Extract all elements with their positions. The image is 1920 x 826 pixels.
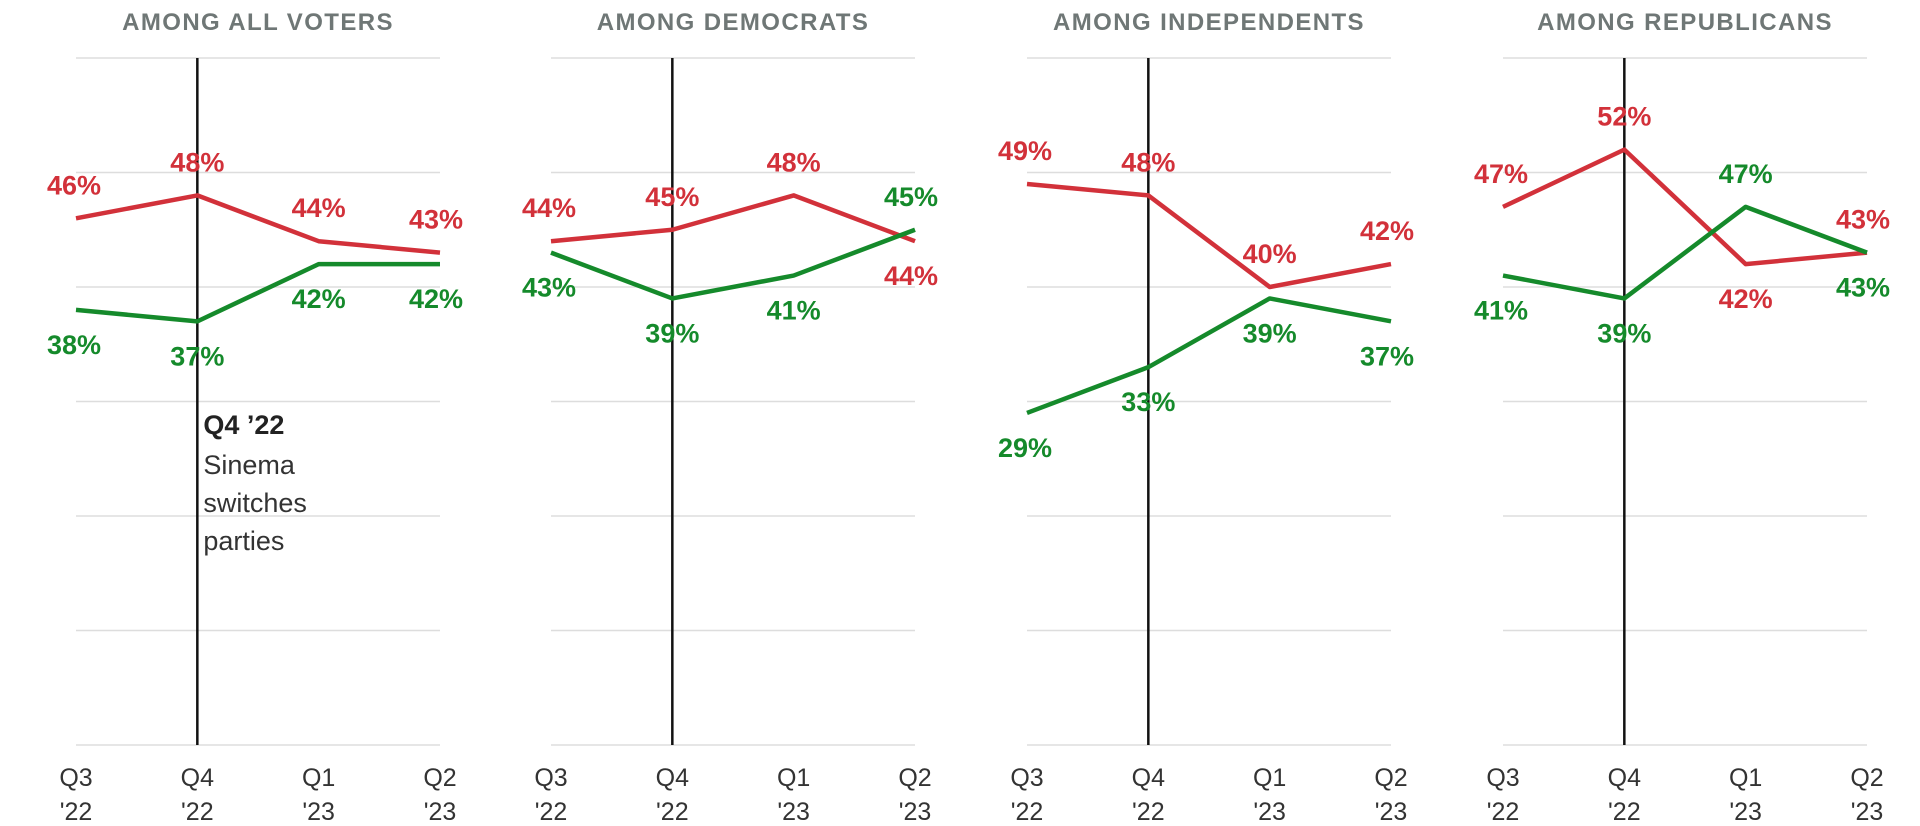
green-series-line (75, 261, 440, 324)
x-tick-label: Q3 (1486, 764, 1519, 792)
data-label: 47% (1474, 159, 1528, 189)
red-series-line (1502, 147, 1868, 267)
data-label: 46% (47, 170, 101, 200)
data-label: 49% (998, 136, 1052, 166)
x-tick-label: Q4 (1132, 764, 1165, 792)
chart-panel-3: AMONG INDEPENDENTS 49% 48% 40% 42% 29% 33% 39% 3… (998, 9, 1414, 826)
data-label: 40% (1243, 239, 1297, 269)
x-tick-label: '22 (656, 798, 689, 826)
panel-title: AMONG REPUBLICANS (1537, 9, 1833, 36)
x-tick-label: Q2 (423, 764, 456, 792)
x-tick-label: '22 (1132, 798, 1165, 826)
data-label: 45% (884, 182, 938, 212)
data-label: 48% (1121, 147, 1175, 177)
x-tick-label: Q4 (1608, 764, 1641, 792)
x-tick-label: Q3 (534, 764, 567, 792)
x-tick-label: Q1 (777, 764, 810, 792)
x-tick-label: Q1 (302, 764, 335, 792)
data-label: 48% (170, 147, 224, 177)
x-tick-label: '23 (424, 798, 457, 826)
x-tick-label: '23 (1729, 798, 1762, 826)
annotation-text: Sinema (203, 450, 296, 480)
data-label: 44% (884, 261, 938, 291)
chart-panel-4: AMONG REPUBLICANS 47% 52% 42% 43% 41% 39% 47% 43… (1474, 9, 1890, 826)
panel-title: AMONG INDEPENDENTS (1053, 9, 1365, 36)
x-tick-label: '22 (1608, 798, 1641, 826)
x-tick-label: Q2 (1374, 764, 1407, 792)
x-tick-label: '23 (1851, 798, 1884, 826)
x-tick-label: '23 (899, 798, 932, 826)
data-label: 42% (292, 284, 346, 314)
data-label: 29% (998, 433, 1052, 463)
annotation-text: parties (203, 526, 284, 556)
red-series-line (1026, 181, 1392, 290)
data-label: 37% (1360, 341, 1414, 371)
panel-title: AMONG DEMOCRATS (597, 9, 870, 36)
data-label: 43% (1836, 205, 1890, 235)
data-label: 39% (1597, 318, 1651, 348)
x-tick-label: Q4 (181, 764, 214, 792)
red-series-line (75, 193, 441, 255)
data-label: 43% (1836, 273, 1890, 303)
data-label: 33% (1121, 387, 1175, 417)
data-label: 43% (409, 205, 463, 235)
data-label: 43% (522, 273, 576, 303)
data-label: 39% (1243, 318, 1297, 348)
x-tick-label: Q1 (1729, 764, 1762, 792)
x-tick-label: Q4 (656, 764, 689, 792)
chart-panel-1: AMONG ALL VOTERS 46% 48% 44% 43% 38% 37% 42% 42%… (47, 9, 463, 826)
red-series-line (550, 193, 916, 244)
x-tick-label: '22 (181, 798, 214, 826)
data-label: 47% (1719, 159, 1773, 189)
x-tick-label: '22 (1487, 798, 1520, 826)
green-series-line (1502, 204, 1868, 301)
x-tick-label: Q1 (1253, 764, 1286, 792)
x-tick-label: '22 (1011, 798, 1044, 826)
x-tick-label: Q3 (1010, 764, 1043, 792)
green-series-line (550, 227, 916, 301)
data-label: 39% (645, 318, 699, 348)
x-tick-label: Q2 (898, 764, 931, 792)
data-label: 41% (1474, 296, 1528, 326)
x-tick-label: '23 (302, 798, 335, 826)
x-tick-label: '23 (777, 798, 810, 826)
data-label: 44% (522, 193, 576, 223)
data-label: 42% (409, 284, 463, 314)
x-tick-label: '23 (1253, 798, 1286, 826)
data-label: 52% (1597, 102, 1651, 132)
green-series-line (1026, 296, 1392, 416)
x-tick-label: '22 (60, 798, 93, 826)
data-label: 42% (1719, 284, 1773, 314)
chart-panel-2: AMONG DEMOCRATS 44% 45% 48% 44% 43% 39% 41% 45% Q… (522, 9, 938, 826)
annotation-text: switches (203, 488, 307, 518)
x-tick-label: Q3 (59, 764, 92, 792)
data-label: 48% (767, 147, 821, 177)
data-label: 45% (645, 182, 699, 212)
panel-title: AMONG ALL VOTERS (122, 9, 394, 36)
data-label: 42% (1360, 216, 1414, 246)
data-label: 37% (170, 341, 224, 371)
data-label: 38% (47, 330, 101, 360)
x-tick-label: Q2 (1850, 764, 1883, 792)
data-label: 41% (767, 296, 821, 326)
data-label: 44% (292, 193, 346, 223)
x-tick-label: '23 (1375, 798, 1408, 826)
annotation-title: Q4 ’22 (203, 410, 284, 440)
x-tick-label: '22 (535, 798, 568, 826)
